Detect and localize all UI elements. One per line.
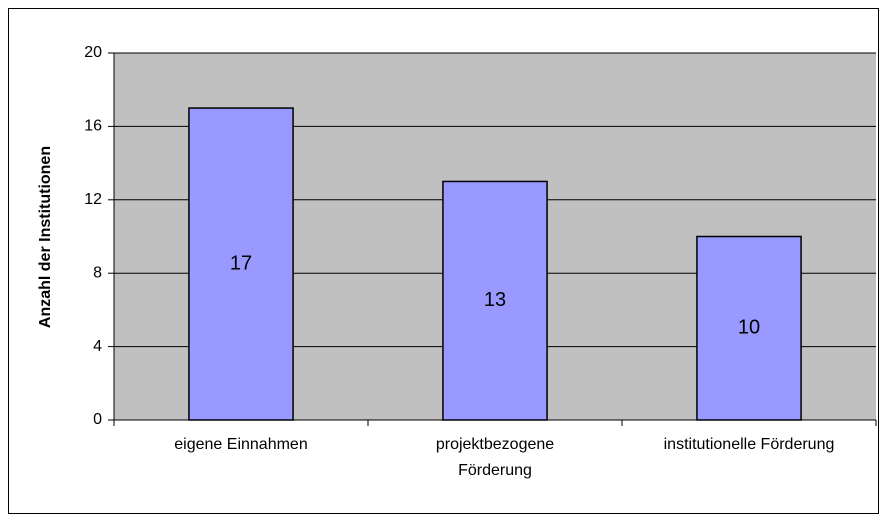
- x-tick-label-box: eigene Einnahmen: [174, 436, 308, 453]
- y-tick-label: 20: [84, 44, 102, 61]
- y-axis-title: Anzahl der Institutionen: [37, 146, 54, 328]
- data-label: 13: [484, 289, 506, 311]
- x-tick-label-box: institutionelle Förderung: [663, 436, 835, 453]
- y-tick-label: 12: [84, 191, 102, 208]
- x-tick-label: institutionelle Förderung: [663, 436, 835, 453]
- x-tick-label: eigene Einnahmen: [174, 436, 308, 453]
- x-tick-label: projektbezogene Förderung: [435, 436, 555, 479]
- y-tick-label: 4: [93, 338, 102, 355]
- x-tick-label-box: projektbezogene Förderung: [435, 436, 555, 479]
- y-tick-label: 16: [84, 118, 102, 135]
- bar: [442, 180, 548, 421]
- y-tick-label: 0: [93, 411, 102, 428]
- bar: [188, 107, 294, 421]
- y-tick-label: 8: [93, 264, 102, 281]
- data-label: 17: [230, 252, 252, 274]
- bar: [696, 235, 802, 421]
- data-label: 10: [738, 317, 760, 339]
